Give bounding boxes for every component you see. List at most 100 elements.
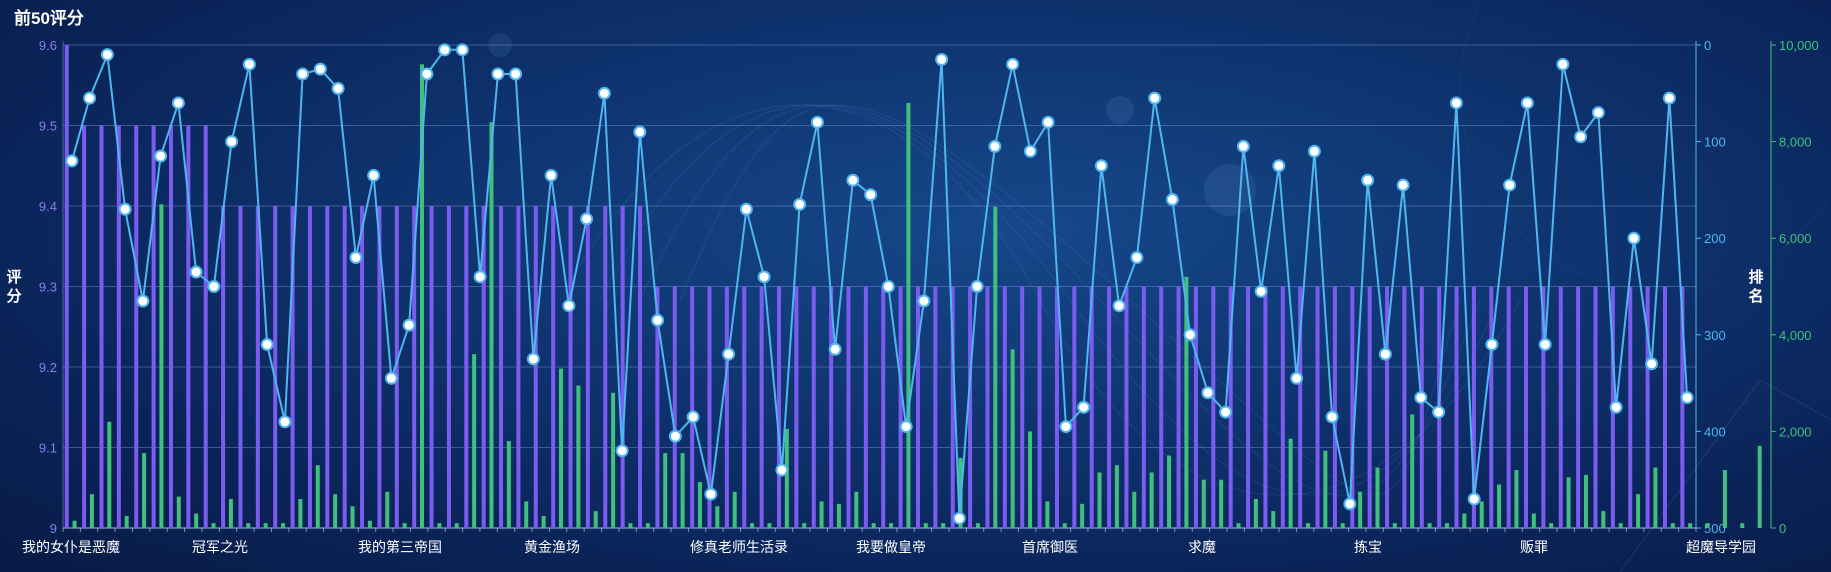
count-bar [593, 511, 598, 528]
rank-point [189, 265, 203, 279]
count-bar [1080, 503, 1085, 528]
count-bar [1705, 523, 1710, 528]
score-bar [1541, 286, 1546, 528]
rank-point [1219, 405, 1233, 419]
count-bar [420, 64, 425, 528]
count-bar [1757, 445, 1762, 528]
rank-point [171, 96, 185, 110]
count-bar [1688, 523, 1693, 528]
count-bar [350, 506, 355, 528]
count-bar [1740, 523, 1745, 528]
count-bar [1392, 523, 1397, 528]
count-bar [194, 513, 199, 528]
rank-tick-label: 300 [1704, 328, 1726, 343]
rank-point [296, 67, 310, 81]
count-bar [871, 523, 876, 528]
score-bar [1054, 286, 1059, 528]
rank-point [1236, 139, 1250, 153]
count-bar [298, 499, 303, 528]
left-tick-label: 9.4 [39, 199, 57, 214]
rank-point [1290, 371, 1304, 385]
score-bar [134, 125, 139, 528]
score-bar [1246, 286, 1251, 528]
rank-point [1556, 57, 1570, 71]
score-bar [64, 45, 69, 528]
score-bar [1107, 286, 1112, 528]
rank-point [118, 202, 132, 216]
score-bar [168, 125, 173, 528]
rank-point [1432, 405, 1446, 419]
rank-point [1023, 144, 1037, 158]
rank-point [1467, 492, 1481, 506]
score-bar [1402, 286, 1407, 528]
count-bar [1653, 467, 1658, 528]
rank-point [1254, 284, 1268, 298]
count-tick-label: 2,000 [1779, 424, 1812, 439]
count-tick-label: 4,000 [1779, 328, 1812, 343]
count-bar [1549, 523, 1554, 528]
count-bar [1566, 477, 1571, 528]
score-bar [1645, 286, 1650, 528]
score-bar [603, 206, 608, 528]
rank-point [864, 188, 878, 202]
count-bar [819, 501, 824, 528]
rank-axis-title: 名 [1748, 287, 1763, 305]
rank-point [633, 125, 647, 139]
chart-title: 前50评分 [14, 9, 84, 28]
count-bar [1253, 499, 1258, 528]
score-bar [481, 206, 486, 528]
count-bar [1201, 479, 1206, 528]
rank-point [1627, 231, 1641, 245]
count-bar [541, 515, 546, 528]
score-bar [811, 286, 816, 528]
count-bar [1636, 494, 1641, 528]
count-bar [732, 491, 737, 528]
count-bar [1323, 450, 1328, 528]
score-bar [238, 206, 243, 528]
rank-point [509, 67, 523, 81]
count-bar [1219, 479, 1224, 528]
score-bar [377, 206, 382, 528]
rank-point [1396, 178, 1410, 192]
score-bar [1593, 286, 1598, 528]
count-bar [1045, 501, 1050, 528]
rank-point [1148, 91, 1162, 105]
count-bar [1601, 511, 1606, 528]
rank-line [70, 48, 1689, 519]
rank-point [1006, 57, 1020, 71]
rank-point [154, 149, 168, 163]
rank-point [1680, 391, 1694, 405]
rank-point [83, 91, 97, 105]
score-bar [533, 206, 538, 528]
rank-point [722, 347, 736, 361]
rank-point [1272, 159, 1286, 173]
rank-point [651, 313, 665, 327]
rank-point [935, 52, 949, 66]
count-bar [333, 494, 338, 528]
score-bar [325, 206, 330, 528]
score-bar [881, 286, 886, 528]
score-bar [429, 206, 434, 528]
count-bar [1167, 455, 1172, 528]
count-bar [1670, 523, 1675, 528]
count-bar [576, 385, 581, 528]
rank-point [615, 444, 629, 458]
rank-point [1591, 106, 1605, 120]
rank-axis-title: 排 [1748, 268, 1763, 286]
rank-point [1574, 130, 1588, 144]
count-bar [802, 523, 807, 528]
count-bar [402, 523, 407, 528]
score-bar [1419, 286, 1424, 528]
score-bar [464, 206, 469, 528]
decor-ring [1459, 0, 1831, 291]
score-bar [1002, 286, 1007, 528]
rank-point [225, 135, 239, 149]
x-tick-label: 我要做皇帝 [856, 539, 926, 555]
count-bar [176, 496, 181, 528]
rank-point [331, 81, 345, 95]
rank-point [420, 67, 434, 81]
count-bar [159, 204, 164, 528]
score-bar [568, 206, 573, 528]
